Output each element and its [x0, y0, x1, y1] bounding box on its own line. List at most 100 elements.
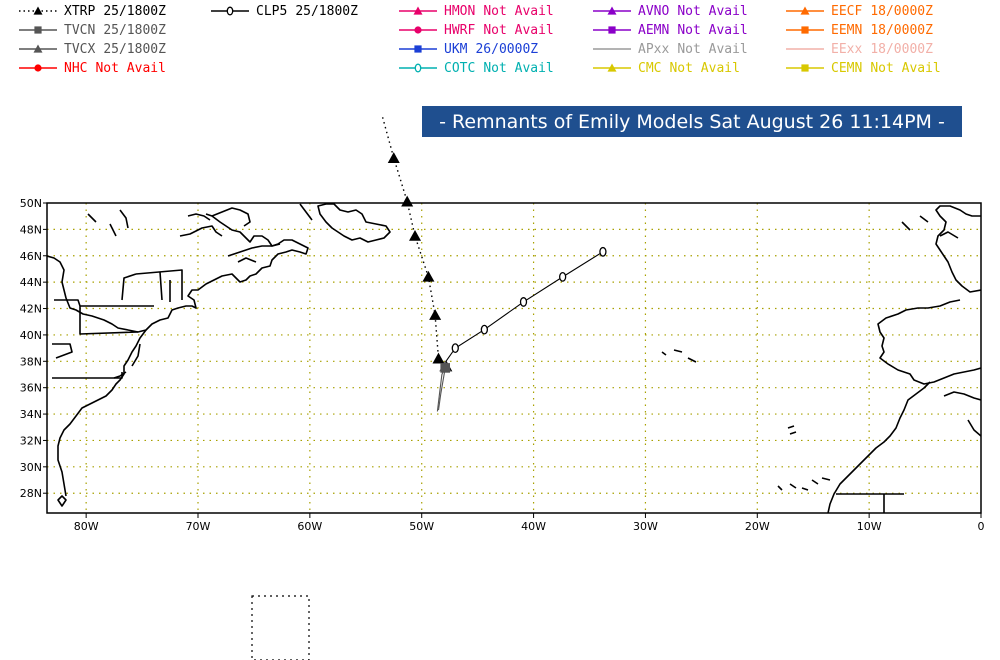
legend-model-time: Not Avail [483, 22, 554, 38]
map-frame [46, 202, 982, 514]
lat-tick-label: 46N [20, 250, 42, 263]
lat-tick-label: 28N [20, 487, 42, 500]
legend-model-time: Not Avail [677, 22, 748, 38]
track-clp5-point [480, 324, 489, 335]
legend-model-time: 25/1800Z [103, 22, 166, 38]
triangle-marker-icon [593, 6, 631, 15]
circle-marker-icon [19, 64, 57, 72]
axis-labels: 50N 48N 46N 44N 42N 40N 38N 36N 34N 32N 30N 28N 80W 7… [20, 197, 985, 533]
legend-model-name: COTC [444, 60, 476, 76]
legend-item-hwrf: HWRF Not Avail [398, 21, 554, 39]
legend-model-name: TVCN [64, 22, 96, 38]
lon-tick-label: 60W [297, 520, 322, 533]
legend-model-time: 18/0000Z [870, 3, 933, 19]
legend-model-time: Not Avail [95, 60, 166, 76]
bermuda [57, 495, 67, 507]
legend-item-eexx: EExx 18/0000Z [785, 40, 933, 58]
legend-item-tvcx: TVCX 25/1800Z [18, 40, 166, 58]
square-marker-icon [399, 45, 437, 53]
north-america-coast [47, 213, 309, 333]
europe-coast [935, 205, 981, 293]
legend-model-name: UKM [444, 41, 468, 57]
legend-item-cemn: CEMN Not Avail [785, 59, 941, 77]
track-xtrp-line [381, 117, 447, 368]
legend-item-clp5: CLP5 25/1800Z [210, 2, 358, 20]
track-xtrp-point [429, 309, 442, 320]
map-title: - Remnants of Emily Models Sat August 26… [422, 106, 962, 137]
legend-model-time: 25/1800Z [295, 3, 358, 19]
uk-ireland [901, 215, 959, 239]
legend-model-name: EECF [831, 3, 863, 19]
circle-open-marker-icon [211, 6, 249, 16]
track-clp5-point [451, 343, 459, 354]
lon-tick-label: 70W [186, 520, 211, 533]
newfoundland [317, 203, 391, 243]
legend-model-time: Not Avail [483, 3, 554, 19]
lon-tick-label: 50W [409, 520, 434, 533]
track-xtrp-point [432, 352, 445, 364]
us-coast-south [57, 329, 147, 497]
legend-item-apxx: APxx Not Avail [592, 40, 748, 58]
azores [661, 349, 697, 363]
circle-marker-icon [399, 26, 437, 34]
morocco-border [836, 493, 904, 513]
lat-tick-label: 30N [20, 461, 42, 474]
lon-tick-label: 30W [633, 520, 658, 533]
track-xtrp-point [401, 195, 414, 207]
lat-tick-label: 38N [20, 355, 42, 368]
legend-model-time: Not Avail [870, 60, 941, 76]
nova-scotia [227, 243, 281, 263]
legend-model-name: APxx [638, 41, 670, 57]
lat-lon-grid [47, 203, 981, 513]
lat-tick-label: 48N [20, 223, 42, 236]
legend-model-time: Not Avail [669, 60, 740, 76]
legend-model-time: 25/1800Z [103, 3, 166, 19]
legend-model-name: TVCX [64, 41, 96, 57]
legend-model-time: 25/1800Z [103, 41, 166, 57]
triangle-marker-icon [399, 6, 437, 15]
track-tvcx-point [439, 360, 452, 372]
canary-islands [777, 477, 831, 491]
legend-item-xtrp: XTRP 25/1800Z [18, 2, 166, 20]
us-states [52, 269, 183, 379]
legend-item-ukm: UKM 26/0000Z [398, 40, 538, 58]
legend-model-time: 18/0000Z [870, 22, 933, 38]
coastlines [47, 203, 981, 513]
lon-tick-label: 80W [74, 520, 99, 533]
square-marker-icon [19, 26, 57, 34]
lat-tick-label: 40N [20, 329, 42, 342]
track-xtrp-point [387, 152, 400, 163]
legend-model-name: CMC [638, 60, 662, 76]
legend-item-tvcn: TVCN 25/1800Z [18, 21, 166, 39]
lon-tick-label: 0 [978, 520, 985, 533]
track-xtrp [381, 117, 453, 372]
iberia-coast [877, 299, 981, 385]
track-clp5-point [599, 246, 607, 257]
legend-item-cotc: COTC Not Avail [398, 59, 554, 77]
track-clp5-point [559, 271, 567, 282]
lat-tick-label: 44N [20, 276, 42, 289]
triangle-marker-icon [19, 6, 57, 15]
legend-item-avno: AVNO Not Avail [592, 2, 748, 20]
lat-tick-label: 50N [20, 197, 42, 210]
track-clp5 [443, 246, 607, 365]
madeira [787, 425, 797, 435]
triangle-marker-icon [19, 44, 57, 53]
line-icon [786, 48, 824, 50]
legend-model-name: EExx [831, 41, 863, 57]
triangle-marker-icon [593, 63, 631, 72]
legend-item-eecf: EECF 18/0000Z [785, 2, 933, 20]
lon-tick-label: 20W [745, 520, 770, 533]
model-legend: XTRP 25/1800Z CLP5 25/1800Z HMON Not Avail AVN… [0, 0, 1000, 76]
legend-model-name: EEMN [831, 22, 863, 38]
triangle-marker-icon [786, 6, 824, 15]
inset-frame [251, 595, 310, 660]
square-marker-icon [786, 64, 824, 72]
legend-model-name: XTRP [64, 3, 96, 19]
legend-model-name: CLP5 [256, 3, 288, 19]
lat-tick-label: 32N [20, 434, 42, 447]
track-xtrp-point [409, 229, 422, 241]
legend-model-name: HWRF [444, 22, 476, 38]
legend-model-time: 26/0000Z [475, 41, 539, 57]
